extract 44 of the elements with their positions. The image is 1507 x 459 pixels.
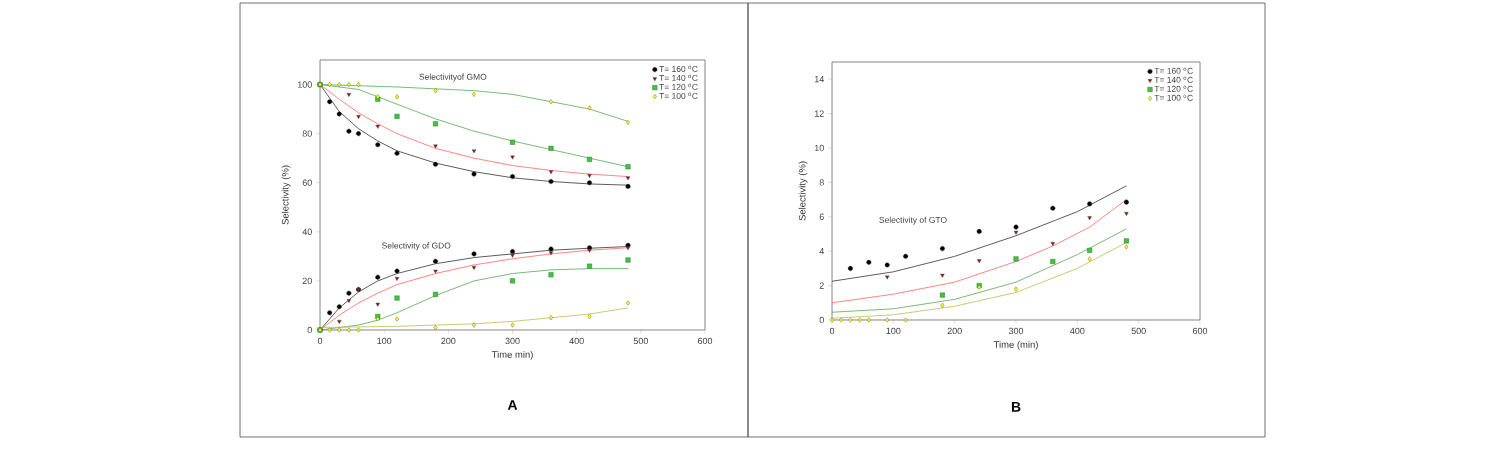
y-tick-label: 4: [819, 248, 824, 255]
x-tick-label: 600: [1192, 327, 1208, 335]
x-tick-label: 400: [1070, 327, 1085, 335]
y-tick-label: 14: [814, 76, 824, 83]
y-axis-title: Selectivity (%): [798, 161, 808, 221]
x-tick-label: 300: [1008, 327, 1024, 335]
text: B: [1011, 402, 1021, 412]
x-tick-label: 400: [569, 337, 584, 345]
legend-label: T= 100 $^{o}$C: [659, 92, 698, 99]
y-axis-title: Selectivity (%): [281, 165, 291, 225]
y-tick-label: 8: [819, 179, 824, 186]
y-tick-label: 80: [302, 130, 312, 137]
x-tick-label: 0: [317, 337, 323, 345]
y-tick-label: 0: [819, 316, 824, 324]
legend-label: T= 140 $^{o}$C: [659, 74, 698, 81]
legend-label: T= 120 $^{o}$C: [659, 83, 698, 90]
y-tick-label: 10: [814, 144, 824, 152]
x-tick-label: 200: [947, 327, 962, 335]
x-tick-label: 500: [633, 337, 648, 345]
annotation: Selectivityof GMO: [419, 73, 487, 82]
x-tick-label: 500: [1131, 327, 1146, 335]
y-tick-label: 20: [302, 277, 312, 285]
text: A: [507, 400, 518, 410]
x-tick-label: 100: [377, 337, 392, 345]
y-tick-label: 60: [302, 179, 312, 186]
x-tick-label: 200: [441, 337, 456, 345]
x-tick-label: 100: [886, 327, 901, 335]
x-axis-title: Time (min): [993, 340, 1038, 350]
y-tick-label: 6: [819, 213, 824, 220]
legend-label: T= 160 $^{o}$C: [659, 65, 698, 72]
x-axis-title: Time min): [491, 350, 533, 360]
legend-label: T= 160 $^{o}$C: [1154, 67, 1193, 74]
legend-label: T= 120 $^{o}$C: [1154, 85, 1193, 92]
y-tick-label: 2: [819, 282, 824, 289]
legend-label: T= 140 $^{o}$C: [1154, 76, 1193, 83]
annotation: Selectivity of GTO: [879, 216, 947, 225]
y-tick-label: 12: [814, 110, 824, 117]
y-tick-label: 40: [302, 228, 312, 235]
x-tick-label: 300: [505, 337, 520, 345]
x-tick-label: 600: [697, 337, 713, 345]
x-tick-label: 0: [829, 327, 835, 335]
y-tick-label: 100: [297, 81, 312, 88]
annotation: Selectivity of GDO: [382, 242, 451, 251]
legend-label: T= 100 $^{o}$C: [1154, 94, 1193, 101]
